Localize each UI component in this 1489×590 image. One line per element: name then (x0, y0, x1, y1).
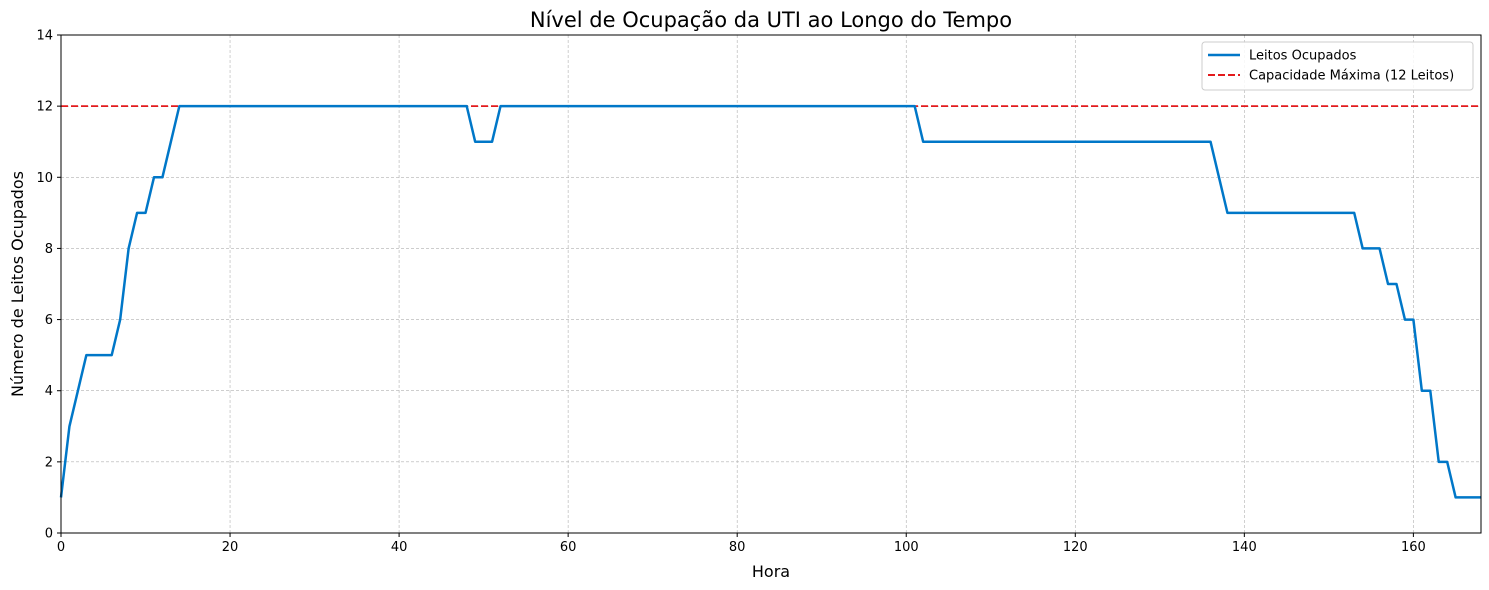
series-layer (59, 104, 1481, 499)
y-tick-label: 2 (45, 455, 53, 470)
y-axis-label: Número de Leitos Ocupados (8, 171, 27, 397)
y-tick-label: 14 (36, 29, 53, 44)
y-tick-label: 10 (36, 171, 53, 186)
occupied-beds-line (59, 104, 1481, 499)
plot-frame (60, 34, 1482, 534)
chart-title: Nível de Ocupação da UTI ao Longo do Tem… (530, 8, 1012, 32)
x-tick-label: 100 (894, 540, 919, 555)
x-tick-label: 0 (57, 540, 65, 555)
x-axis-ticks: 0 20 40 60 80 100 120 140 160 (57, 533, 1426, 555)
y-tick-label: 8 (45, 242, 53, 257)
y-tick-label: 6 (45, 313, 53, 328)
x-tick-label: 160 (1401, 540, 1426, 555)
y-axis-ticks: 0 2 4 6 8 10 12 14 (36, 29, 61, 542)
x-tick-label: 20 (222, 540, 239, 555)
x-axis-label: Hora (752, 562, 790, 581)
y-tick-label: 4 (45, 384, 53, 399)
x-tick-label: 140 (1232, 540, 1257, 555)
x-tick-label: 60 (560, 540, 577, 555)
legend-label-occupied: Leitos Ocupados (1249, 49, 1357, 64)
y-tick-label: 12 (36, 100, 53, 115)
grid (60, 34, 1481, 534)
legend-label-capacity: Capacidade Máxima (12 Leitos) (1249, 69, 1454, 84)
x-tick-label: 40 (391, 540, 408, 555)
x-tick-label: 80 (729, 540, 746, 555)
legend: Leitos Ocupados Capacidade Máxima (12 Le… (1201, 41, 1474, 91)
x-tick-label: 120 (1063, 540, 1088, 555)
y-tick-label: 0 (45, 527, 53, 542)
legend-box (1201, 41, 1474, 91)
